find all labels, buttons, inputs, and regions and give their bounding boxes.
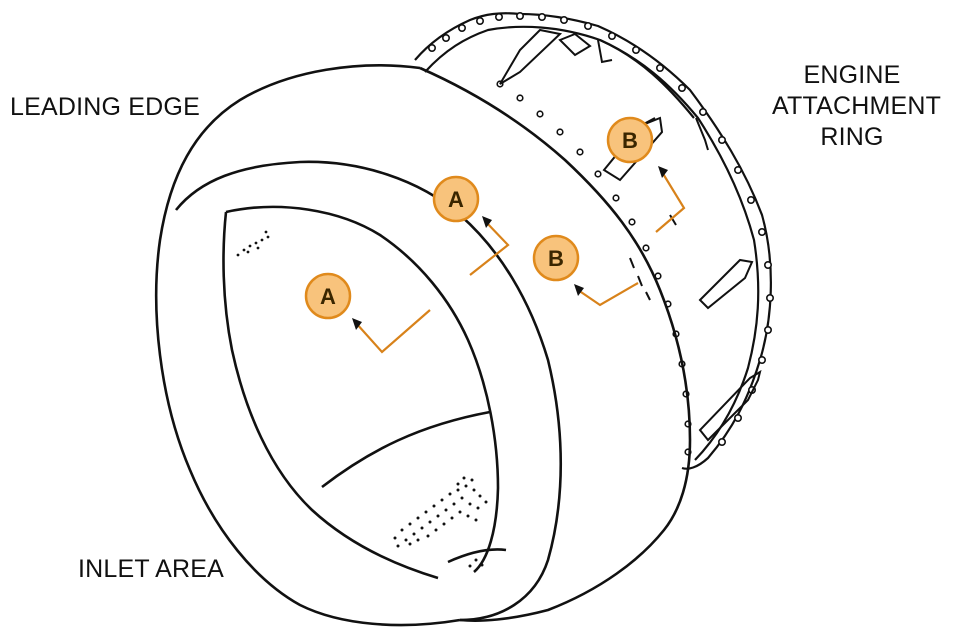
label-line-engine: ENGINE [803,61,901,89]
leader-b-top [655,171,686,233]
leader-b-middle [577,282,639,307]
cowl-outer-barrel [419,66,692,622]
leader-a-top [469,221,510,276]
inner-panel-line [321,410,491,489]
callout-b-top: B [606,116,654,164]
leader-lines [355,171,686,354]
engine-attachment-ring-label: ENGINE ATTACHMENT RING [772,60,942,153]
ring-rim-line [599,38,695,119]
callout-letter: A [320,284,336,309]
leading-edge-label: LEADING EDGE [10,93,200,121]
ring-outer-scallop [414,12,772,470]
callout-a-top: A [432,175,480,223]
callout-a-front: A [304,272,352,320]
label-line-ring: RING [820,123,884,151]
inlet-area-label: INLET AREA [78,555,225,583]
cowl-rear-bottom [459,439,692,622]
inlet-throat-left [222,211,439,580]
inner-panel-line-lower [447,548,507,564]
leader-arrowheads [352,166,668,330]
lip-inner-contour [174,160,562,622]
leader-a-front [355,309,431,354]
acoustic-perforations [236,230,488,568]
fastener-marks [629,214,677,301]
leading-edge-lip [154,64,562,627]
ring-inner-edge [424,25,760,461]
cowl-top-edge [419,66,692,441]
callout-letter: B [548,246,564,271]
callout-letter: B [622,128,638,153]
label-line-attachment: ATTACHMENT [772,92,942,120]
engine-attachment-ring [414,12,772,470]
inlet-throat [225,205,500,573]
callout-letter: A [448,187,464,212]
lip-outer-contour [154,64,461,627]
callout-b-middle: B [532,234,580,282]
